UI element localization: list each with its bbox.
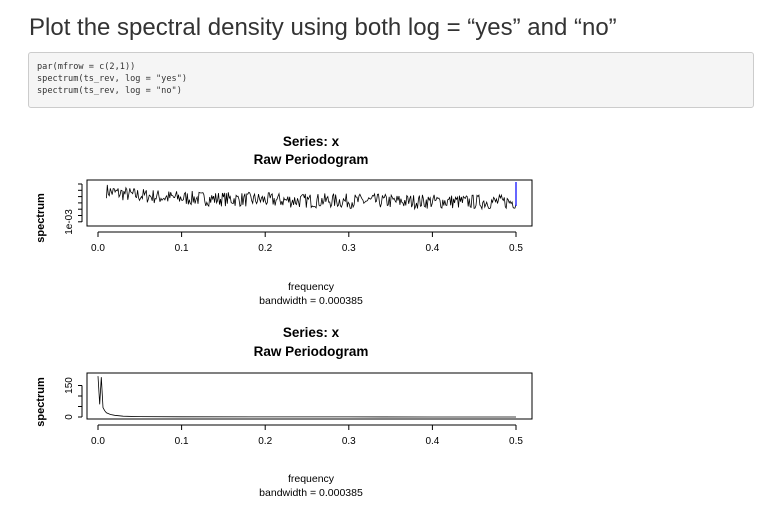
x-axis: 0.0 0.1 0.2 0.3 0.4 0.5 [91, 424, 523, 447]
code-line: par(mfrow = c(2,1)) [37, 62, 136, 72]
x-tick-label: 0.1 [175, 243, 189, 254]
bandwidth-label: bandwidth = 0.000385 [259, 487, 363, 499]
plot-frame [86, 372, 533, 420]
x-tick-label: 0.5 [509, 243, 523, 254]
chart-subtitle: Raw Periodogram [254, 152, 369, 167]
x-tick-label: 0.4 [425, 243, 439, 254]
x-tick-label: 0.3 [342, 243, 356, 254]
x-tick-label: 0.1 [175, 436, 189, 447]
chart-subtitle: Raw Periodogram [254, 344, 369, 359]
y-axis: 1e-03 [64, 183, 83, 235]
y-tick-label: 1e-03 [64, 209, 75, 235]
x-tick-label: 0.2 [258, 243, 272, 254]
x-axis: 0.0 0.1 0.2 0.3 0.4 0.5 [91, 231, 523, 254]
x-axis-label: frequency [288, 281, 335, 293]
x-axis-label: frequency [288, 473, 335, 485]
chart-title: Series: x [283, 325, 340, 340]
x-tick-label: 0.3 [342, 436, 356, 447]
y-tick-label: 0 [64, 414, 75, 420]
plot-frame [86, 179, 533, 227]
chart-title: Series: x [283, 134, 340, 149]
x-tick-label: 0.5 [509, 436, 523, 447]
y-axis: 0 150 [64, 377, 83, 420]
x-tick-label: 0.0 [91, 436, 105, 447]
x-tick-label: 0.4 [425, 436, 439, 447]
code-line: spectrum(ts_rev, log = "yes") [37, 74, 188, 84]
y-axis-label: spectrum [35, 193, 47, 243]
page-heading: Plot the spectral density using both log… [29, 14, 617, 41]
x-tick-label: 0.2 [258, 436, 272, 447]
chart-log-yes: Series: x Raw Periodogram 0.0 0.1 0.2 0.3 0.… [35, 134, 533, 307]
x-tick-label: 0.0 [91, 243, 105, 254]
code-line: spectrum(ts_rev, log = "no") [37, 86, 182, 96]
series-line [97, 376, 516, 418]
chart-log-no: Series: x Raw Periodogram 0.0 0.1 0.2 0.3 0.… [35, 325, 533, 499]
y-axis-label: spectrum [35, 377, 47, 427]
bandwidth-label: bandwidth = 0.000385 [259, 295, 363, 307]
code-block[interactable]: par(mfrow = c(2,1)) spectrum(ts_rev, log… [28, 52, 754, 108]
y-tick-label: 150 [64, 377, 75, 394]
series-line [106, 184, 517, 211]
